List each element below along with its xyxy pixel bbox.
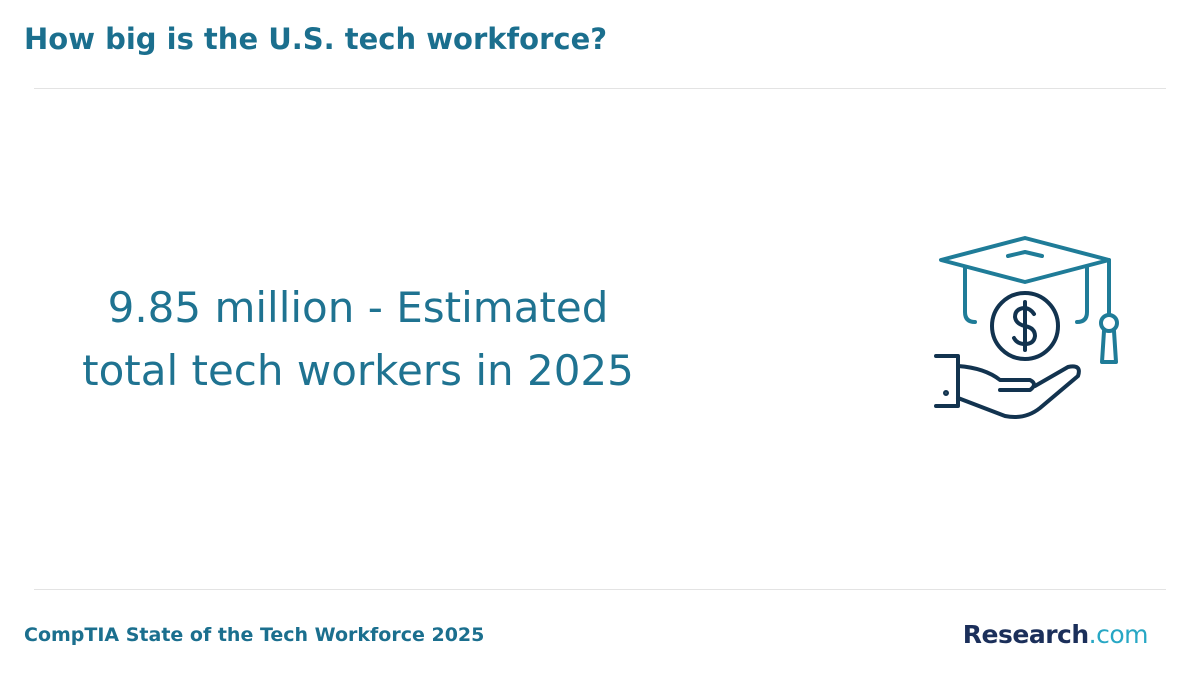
stat-text: 9.85 million - Estimated total tech work… xyxy=(82,283,634,395)
divider xyxy=(34,589,1166,590)
divider xyxy=(34,88,1166,89)
title: How big is the U.S. tech workforce? xyxy=(24,22,608,56)
logo-name: Research xyxy=(962,620,1089,649)
source: CompTIA State of the Tech Workforce 2025 xyxy=(24,624,485,646)
logo-suffix: .com xyxy=(1088,620,1149,649)
graduation-money-icon xyxy=(934,236,1119,419)
logo: Research.com xyxy=(962,620,1149,649)
